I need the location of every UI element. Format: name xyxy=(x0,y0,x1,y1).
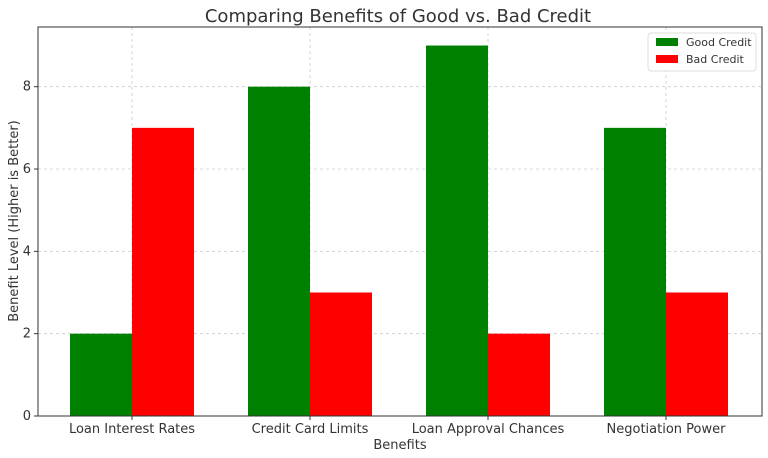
legend-label: Good Credit xyxy=(686,36,752,49)
bar-bad-credit xyxy=(488,333,550,416)
plot-frame xyxy=(37,26,763,417)
bar-bad-credit xyxy=(666,292,728,416)
x-tick-label: Loan Approval Chances xyxy=(412,422,565,437)
legend-swatch xyxy=(656,55,678,63)
x-axis-label: Benefits xyxy=(373,438,426,453)
x-tick-label: Credit Card Limits xyxy=(252,422,369,437)
y-tick-label: 6 xyxy=(23,162,31,177)
y-axis-label: Benefit Level (Higher is Better) xyxy=(7,120,22,322)
legend: Good Credit Bad Credit xyxy=(647,32,757,72)
x-tick-label: Loan Interest Rates xyxy=(69,422,195,437)
bar-good-credit xyxy=(70,333,132,416)
y-tick-label: 4 xyxy=(23,244,31,259)
bar-good-credit xyxy=(604,127,666,416)
bars xyxy=(70,45,728,417)
bar-good-credit xyxy=(426,45,488,417)
chart-title: Comparing Benefits of Good vs. Bad Credi… xyxy=(205,6,591,27)
y-tick-label: 0 xyxy=(23,409,31,424)
bar-bad-credit xyxy=(132,127,194,416)
legend-label: Bad Credit xyxy=(686,53,745,66)
x-tick-label: Negotiation Power xyxy=(607,422,727,437)
y-tick-label: 2 xyxy=(23,327,31,342)
bar-bad-credit xyxy=(310,292,372,416)
bar-good-credit xyxy=(248,86,310,416)
legend-swatch xyxy=(656,38,678,46)
y-tick-label: 8 xyxy=(23,80,31,95)
axis-ticks: 0 2 4 6 8 Loan Interest Rates Credit Card Limi… xyxy=(23,80,726,437)
